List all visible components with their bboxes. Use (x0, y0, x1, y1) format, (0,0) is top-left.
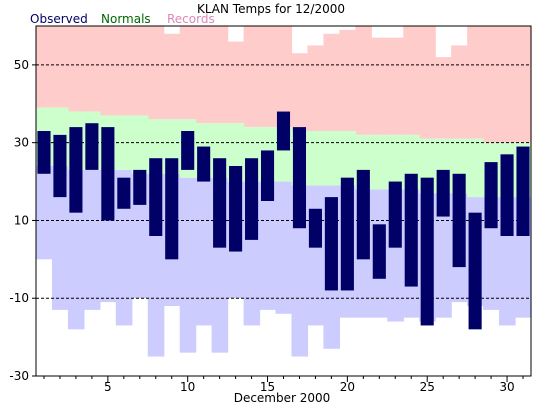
x-tick-label: 5 (104, 380, 112, 394)
observed-bar (340, 177, 354, 291)
record-high-area (195, 26, 213, 124)
observed-bar (53, 134, 67, 198)
observed-bar (133, 169, 147, 205)
x-axis-label: December 2000 (234, 391, 331, 405)
normal-range-area (307, 131, 325, 186)
record-high-area (307, 45, 325, 131)
observed-bar (85, 123, 99, 170)
record-high-area (163, 33, 181, 120)
observed-bar (388, 181, 402, 248)
observed-bar (468, 212, 482, 330)
axes: -30 -10 10 30 50 5 10 15 20 25 30 (9, 25, 532, 394)
x-tick-label: 25 (420, 380, 435, 394)
record-high-area (211, 26, 229, 124)
observed-bar (197, 146, 211, 182)
record-low-area (83, 169, 101, 310)
record-high-area (323, 33, 340, 131)
y-tick-label: -30 (9, 369, 29, 383)
record-high-area (451, 45, 468, 139)
record-high-area (467, 26, 484, 139)
record-high-area (83, 26, 101, 112)
record-high-area (355, 26, 372, 135)
x-tick-label: 20 (340, 380, 355, 394)
record-low-area (179, 177, 197, 353)
record-high-area (259, 26, 277, 128)
record-high-area (115, 26, 133, 116)
y-tick-label: 50 (14, 58, 29, 72)
observed-bar (37, 131, 51, 174)
normal-range-area (131, 115, 149, 174)
legend-normals: Normals (101, 12, 151, 26)
record-high-area (515, 26, 532, 143)
observed-bar (229, 166, 243, 252)
record-high-area (499, 26, 516, 143)
record-high-area (36, 26, 53, 108)
observed-bar (149, 158, 163, 236)
observed-bar (516, 146, 530, 236)
record-high-area (435, 57, 452, 139)
normal-range-area (115, 115, 133, 170)
observed-bar (404, 173, 418, 287)
record-high-area (179, 26, 197, 120)
observed-bar (372, 224, 386, 279)
normal-range-area (323, 131, 340, 186)
observed-bar (181, 131, 195, 170)
record-high-area (483, 26, 500, 143)
record-high-area (131, 26, 149, 116)
record-high-area (227, 41, 245, 124)
observed-bar (420, 177, 434, 326)
observed-bar (165, 158, 179, 260)
normal-range-area (467, 138, 484, 198)
record-low-area (36, 166, 53, 260)
legend-records: Records (167, 12, 215, 26)
normal-range-area (339, 131, 356, 186)
x-tick-label: 10 (180, 380, 195, 394)
observed-bar (101, 127, 115, 221)
record-high-area (419, 26, 436, 139)
record-high-area (387, 37, 404, 135)
observed-bars (37, 111, 530, 330)
record-high-area (291, 53, 309, 131)
observed-bar (292, 127, 307, 229)
observed-bar (500, 154, 514, 236)
observed-bar (245, 158, 259, 240)
observed-bar (324, 197, 338, 291)
record-high-area (99, 26, 117, 116)
legend-observed: Observed (30, 12, 88, 26)
observed-bar (436, 169, 450, 217)
x-tick-label: 15 (260, 380, 275, 394)
observed-bar (69, 127, 83, 213)
y-tick-label: 30 (14, 136, 29, 150)
observed-bar (213, 158, 227, 248)
record-high-area (147, 26, 165, 120)
record-high-area (67, 26, 85, 112)
record-high-area (371, 37, 388, 135)
record-high-area (243, 26, 261, 128)
record-low-area (51, 166, 69, 310)
observed-bar (308, 208, 322, 248)
observed-bar (260, 150, 275, 201)
y-tick-label: 10 (14, 213, 29, 227)
observed-bar (484, 162, 498, 229)
record-high-area (403, 26, 420, 135)
observed-bar (117, 177, 131, 209)
normal-range-area (371, 134, 388, 190)
record-low-area (435, 193, 452, 318)
observed-bar (452, 173, 466, 268)
normal-range-area (387, 134, 404, 190)
x-tick-label: 30 (499, 380, 514, 394)
record-low-area (307, 185, 325, 326)
record-low-area (195, 177, 213, 326)
y-tick-label: -10 (9, 291, 29, 305)
observed-bar (276, 111, 291, 151)
record-low-area (275, 181, 293, 314)
observed-bar (356, 169, 370, 260)
chart-title: KLAN Temps for 12/2000 (197, 2, 345, 16)
record-high-area (339, 29, 356, 132)
record-high-area (51, 26, 69, 108)
record-high-area (275, 26, 293, 128)
record-low-area (259, 181, 277, 310)
